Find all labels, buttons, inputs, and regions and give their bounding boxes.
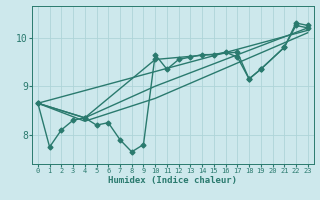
X-axis label: Humidex (Indice chaleur): Humidex (Indice chaleur) <box>108 176 237 185</box>
